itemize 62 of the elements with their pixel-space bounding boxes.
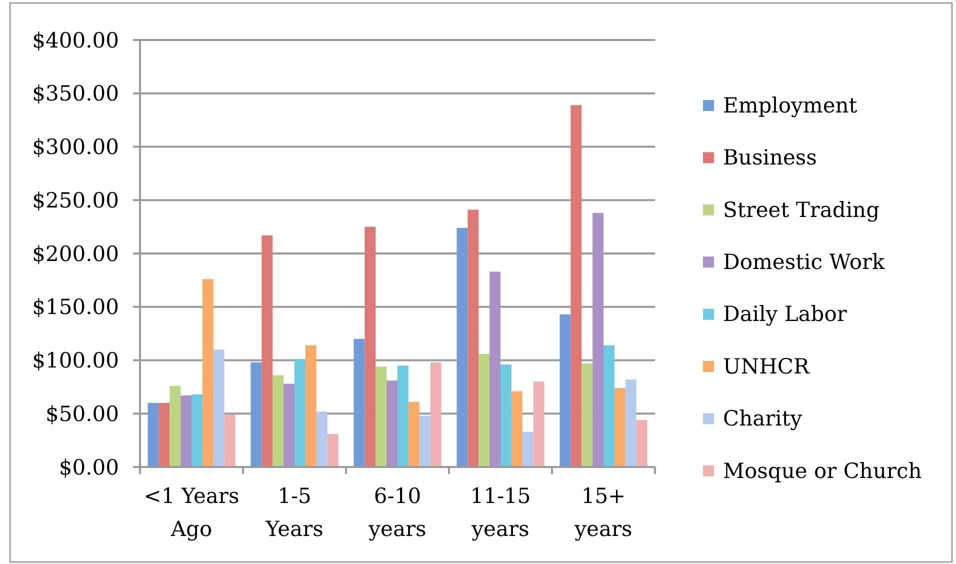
bar [490, 272, 500, 467]
bar [408, 402, 420, 467]
legend-label: Street Trading [723, 198, 880, 222]
bar [305, 345, 316, 467]
bar [522, 432, 534, 467]
bar [398, 366, 408, 467]
bar [272, 375, 284, 467]
bar [419, 416, 430, 467]
bar [202, 279, 214, 467]
bar [224, 414, 236, 467]
y-tick-label: $100.00 [32, 348, 119, 373]
bar [192, 394, 202, 467]
y-tick-label: $300.00 [32, 135, 119, 160]
y-tick-label: $350.00 [32, 82, 119, 106]
legend-label: Daily Labor [723, 302, 848, 326]
bar [430, 362, 442, 467]
legend-label: Business [723, 146, 817, 170]
bar [294, 359, 306, 467]
x-tick-label: 6-10 years [368, 484, 426, 541]
bar [170, 386, 181, 467]
bar [262, 235, 273, 467]
bar [456, 228, 468, 467]
bar [511, 391, 522, 467]
bar [148, 402, 159, 467]
x-tick-label: <1 Years Ago [144, 484, 240, 541]
bar [560, 314, 571, 467]
bar [604, 345, 614, 467]
bar [592, 212, 604, 467]
bar [582, 363, 593, 467]
legend-label: UNHCR [723, 354, 810, 378]
bar [478, 354, 490, 467]
y-tick-label: $200.00 [32, 242, 119, 266]
bar [213, 350, 224, 467]
legend-label: Charity [723, 406, 802, 431]
bar [364, 226, 376, 467]
legend-label: Mosque or Church [723, 458, 922, 483]
bar [250, 362, 262, 467]
x-tick-label: 11-15 years [470, 484, 531, 541]
bar [284, 384, 294, 467]
x-tick-label: 15+ years [574, 484, 632, 541]
bar [533, 382, 544, 467]
bar [354, 338, 365, 467]
bar [180, 395, 192, 467]
y-tick-label: $400.00 [32, 28, 119, 52]
bar [500, 364, 512, 467]
bar [316, 411, 328, 467]
bar [570, 105, 582, 467]
bar [636, 420, 648, 467]
y-tick-label: $250.00 [32, 188, 119, 212]
legend-label: Employment [723, 93, 858, 118]
legend-label: Domestic Work [723, 250, 886, 274]
x-tick-label: 1-5 Years [264, 484, 324, 541]
bar [614, 388, 626, 467]
y-tick-label: $150.00 [32, 295, 119, 320]
bar [386, 380, 398, 467]
bar [327, 434, 338, 467]
bar [468, 210, 479, 467]
bar [625, 379, 636, 467]
y-tick-label: $50.00 [46, 402, 119, 426]
bar [158, 402, 170, 467]
y-tick-label: $0.00 [58, 455, 119, 480]
bar [376, 366, 387, 467]
